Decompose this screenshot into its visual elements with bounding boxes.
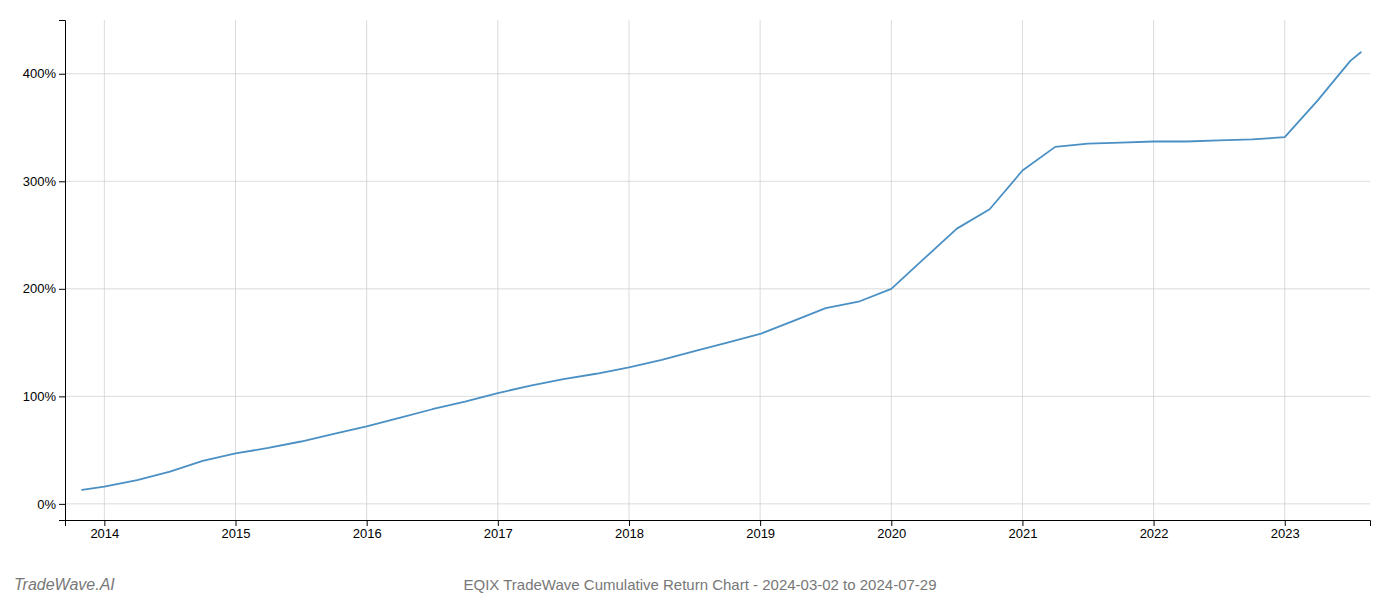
- tick-mark: [236, 520, 237, 526]
- tick-mark: [1285, 520, 1286, 526]
- tick-label: 400%: [23, 66, 57, 81]
- axis-line: [59, 21, 66, 521]
- tick-label: 0%: [37, 497, 56, 512]
- title: EQIX TradeWave Cumulative Return Chart -…: [463, 576, 936, 593]
- tick-mark: [59, 181, 65, 182]
- grid-line-x: [497, 20, 498, 520]
- x-axis: 2014 2015 2016 2017 2018 2019 2020 2021 2022 2023: [66, 520, 1371, 541]
- tick-label: 2015: [222, 526, 251, 541]
- line: [82, 52, 1361, 490]
- tick: 400%: [23, 66, 65, 81]
- tick: 2015: [222, 520, 251, 541]
- tick: 300%: [23, 174, 65, 189]
- tick-mark: [760, 520, 761, 526]
- tick-label: 2022: [1140, 526, 1169, 541]
- chart: 2014 2015 2016 2017 2018 2019 2020 2021 2022 2023…: [0, 0, 1400, 600]
- tick-mark: [1022, 520, 1023, 526]
- tick-label: 2020: [877, 526, 906, 541]
- tick-mark: [367, 520, 368, 526]
- marks: [82, 52, 1361, 490]
- tick-mark: [1154, 520, 1155, 526]
- tick-mark: [104, 520, 105, 526]
- grid-line-x: [1284, 20, 1285, 520]
- tick-mark: [498, 520, 499, 526]
- tick: 2023: [1271, 520, 1300, 541]
- grid-line-x: [235, 20, 236, 520]
- tick-label: 2017: [484, 526, 513, 541]
- tick-label: 2021: [1008, 526, 1037, 541]
- axis-line: [66, 521, 1371, 527]
- y-axis: 0% 100% 200% 300% 400%: [23, 21, 66, 521]
- plot: 2014 2015 2016 2017 2018 2019 2020 2021 2022 2023…: [23, 20, 1371, 541]
- tick: 2018: [615, 520, 644, 541]
- grid-line-y: [65, 288, 1370, 289]
- tick-label: 2018: [615, 526, 644, 541]
- tick: 2016: [353, 520, 382, 541]
- grid-line-x: [1153, 20, 1154, 520]
- tick: 200%: [23, 281, 65, 296]
- grid-line-x: [628, 20, 629, 520]
- tick-mark: [59, 504, 65, 505]
- tick-mark: [59, 74, 65, 75]
- grid-line-y: [65, 73, 1370, 74]
- tick: 2021: [1008, 520, 1037, 541]
- tick: 2014: [90, 520, 119, 541]
- tick-label: 2023: [1271, 526, 1300, 541]
- grid-line-x: [760, 20, 761, 520]
- grid: [65, 20, 1370, 520]
- tick-label: 2016: [353, 526, 382, 541]
- grid-line-y: [65, 396, 1370, 397]
- grid-line-x: [366, 20, 367, 520]
- tick-mark: [59, 396, 65, 397]
- tick-mark: [59, 289, 65, 290]
- tick-label: 300%: [23, 174, 57, 189]
- tick: 2019: [746, 520, 775, 541]
- tick: 2020: [877, 520, 906, 541]
- grid-line-y: [65, 503, 1370, 504]
- watermark: TradeWave.AI: [14, 576, 115, 593]
- grid-line-x: [891, 20, 892, 520]
- grid-line-x: [104, 20, 105, 520]
- grid-line-y: [65, 181, 1370, 182]
- grid-line-x: [1022, 20, 1023, 520]
- tick: 100%: [23, 389, 65, 404]
- tick-mark: [891, 520, 892, 526]
- tick-label: 2014: [90, 526, 119, 541]
- tick: 0%: [37, 497, 65, 512]
- tick: 2022: [1140, 520, 1169, 541]
- tick: 2017: [484, 520, 513, 541]
- tick-label: 200%: [23, 281, 57, 296]
- tick-mark: [629, 520, 630, 526]
- tick-label: 2019: [746, 526, 775, 541]
- tick-label: 100%: [23, 389, 57, 404]
